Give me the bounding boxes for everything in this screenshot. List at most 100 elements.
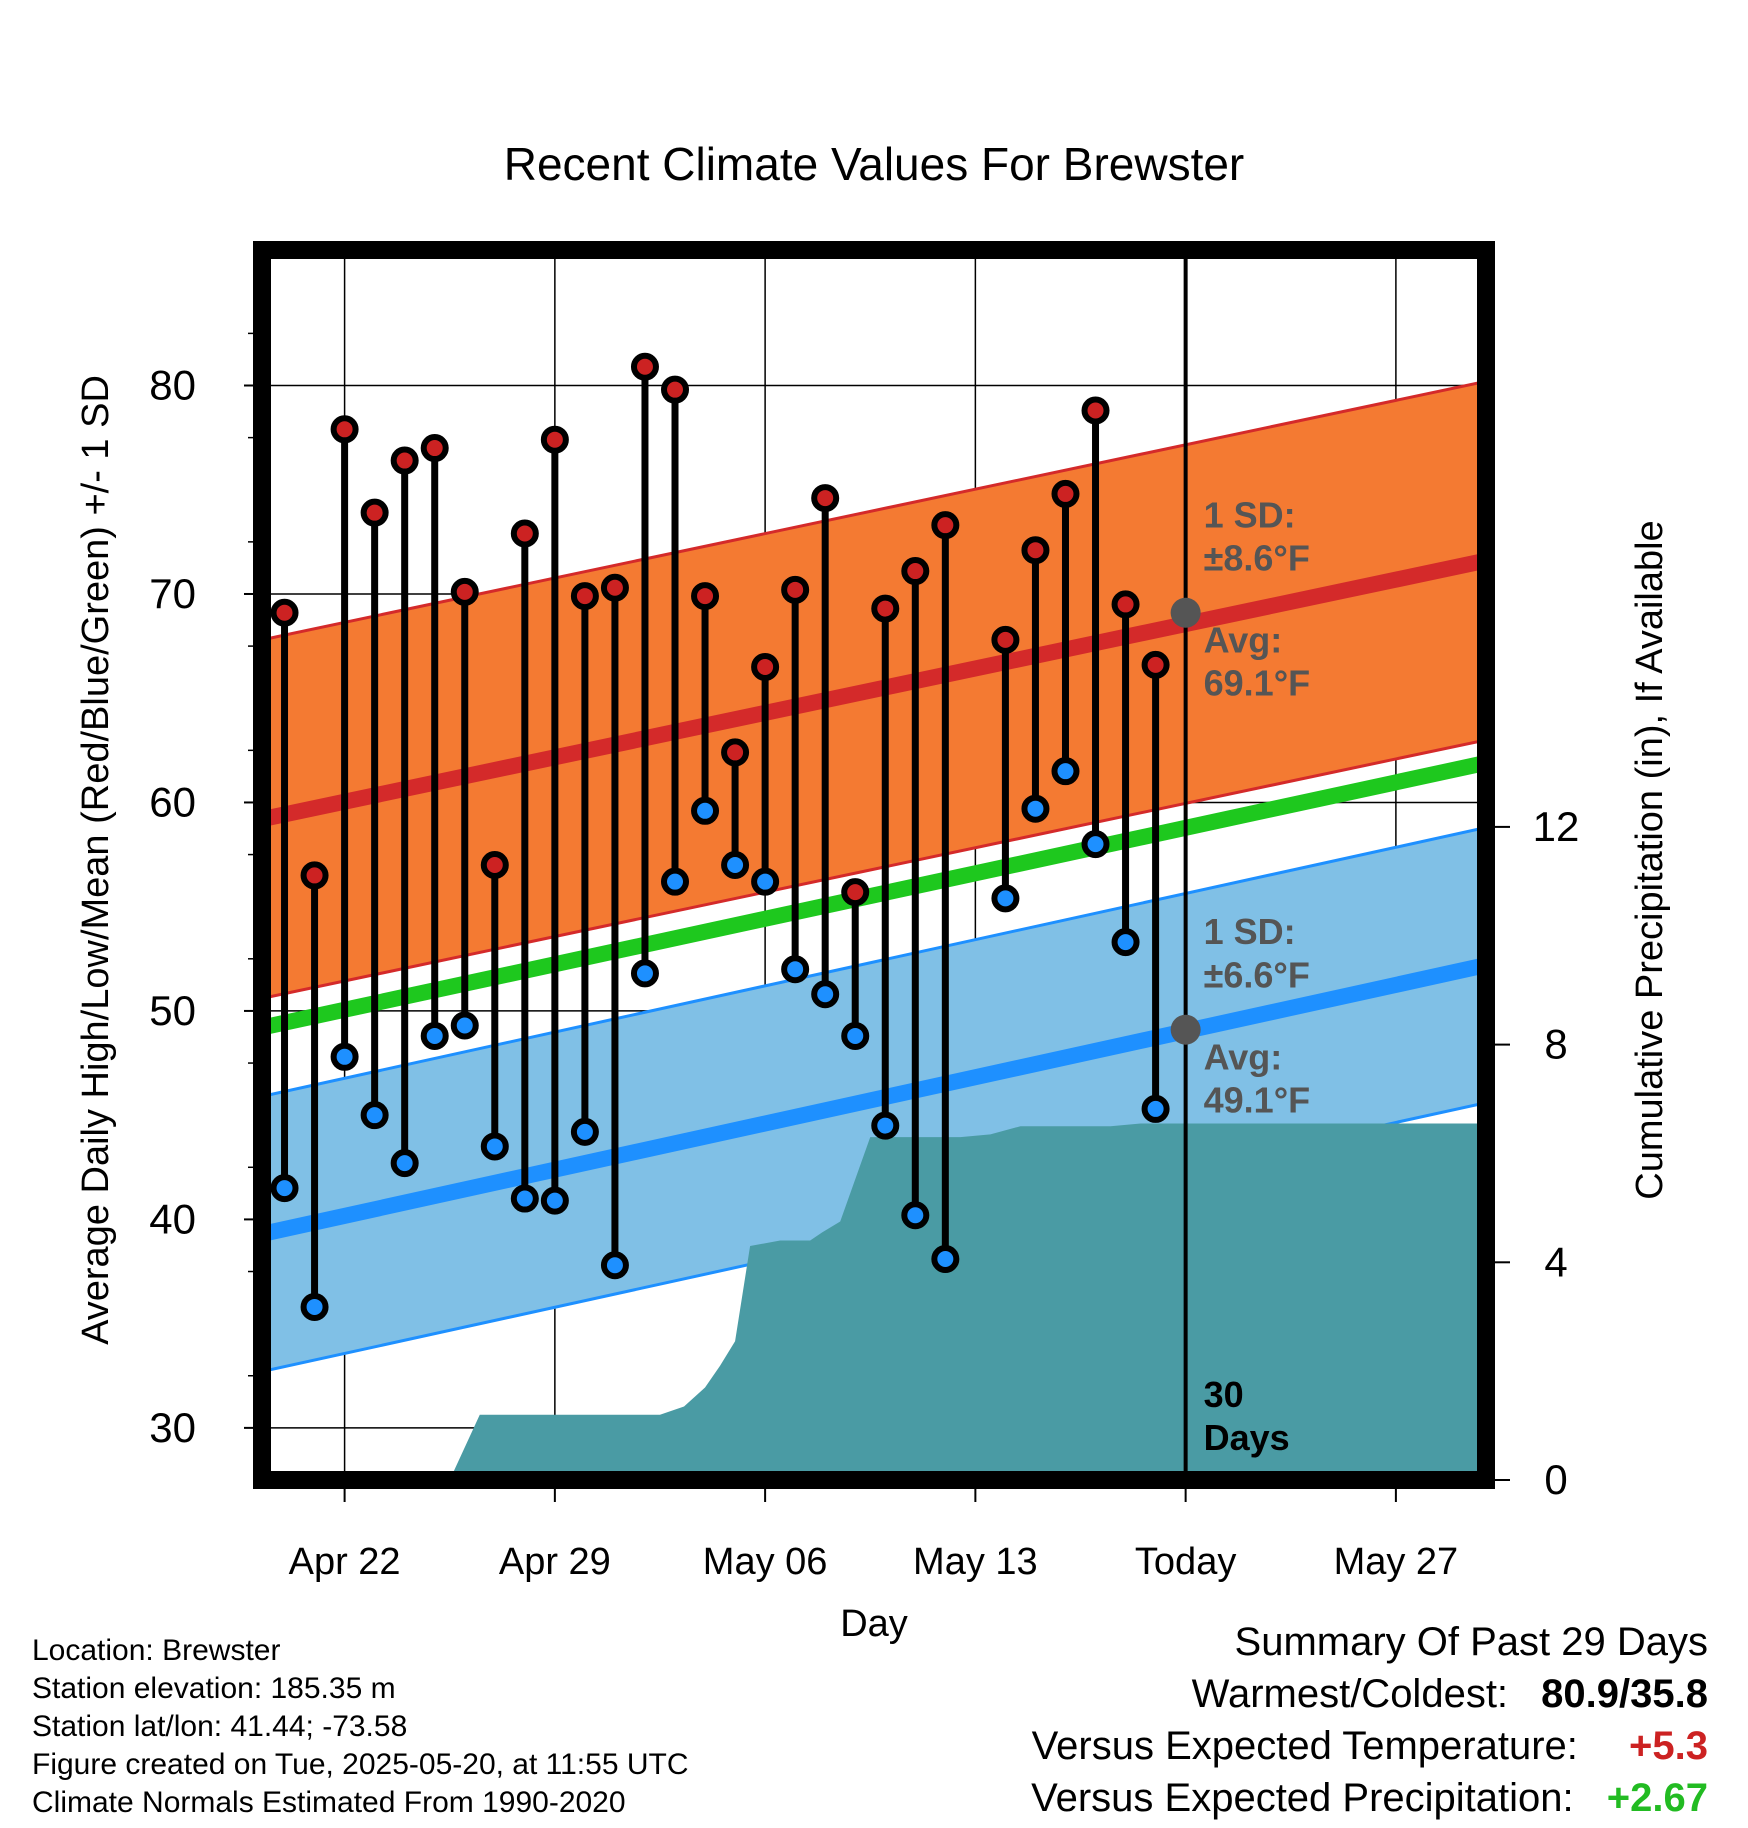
daily-low-point — [480, 1132, 509, 1161]
daily-low-point — [330, 1042, 359, 1071]
daily-low-point — [751, 867, 780, 896]
daily-high-point — [991, 625, 1020, 654]
daily-low-point — [781, 955, 810, 984]
daily-high-point — [1021, 536, 1050, 565]
daily-high-point — [360, 498, 389, 527]
daily-high-point — [901, 557, 930, 586]
footer-normals: Climate Normals Estimated From 1990-2020 — [32, 1786, 626, 1819]
x-tick-label: May 06 — [703, 1541, 828, 1583]
high-avg-annotation: Avg: 69.1°F — [1204, 619, 1310, 703]
footer-created: Figure created on Tue, 2025-05-20, at 11… — [32, 1748, 689, 1781]
x-tick-label: Apr 22 — [289, 1541, 401, 1583]
daily-high-point — [270, 598, 299, 627]
daily-high-point — [600, 573, 629, 602]
daily-high-point — [721, 738, 750, 767]
daily-low-point — [901, 1201, 930, 1230]
y2-tick-label: 8 — [1544, 1021, 1567, 1068]
daily-high-point — [480, 851, 509, 879]
days-annotation: 30 Days — [1204, 1374, 1290, 1458]
daily-high-point — [751, 652, 780, 681]
high-sd-annotation: 1 SD: ±8.6°F — [1204, 494, 1310, 578]
daily-low-point — [540, 1186, 569, 1215]
x-tick-label: May 13 — [913, 1541, 1038, 1583]
daily-low-point — [600, 1251, 629, 1280]
daily-low-point — [420, 1021, 449, 1050]
daily-high-point — [1141, 650, 1170, 679]
daily-high-point — [811, 484, 840, 513]
daily-high-point — [300, 861, 329, 890]
footer-elevation: Station elevation: 185.35 m — [32, 1672, 396, 1705]
x-tick-label: Apr 29 — [499, 1541, 611, 1583]
footer-info: Location: Brewster Station elevation: 18… — [32, 1632, 689, 1822]
normal-low-band-upper-edge — [262, 826, 1486, 1098]
axes: 30 40 50 60 70 80 0 4 8 12 Apr 22 Apr 29 May 06 May 1… — [149, 241, 1579, 1583]
daily-high-point — [540, 425, 569, 454]
x-tick-label: May 27 — [1334, 1541, 1459, 1583]
low-sd-annotation: 1 SD: ±6.6°F — [1204, 911, 1310, 995]
daily-low-point — [811, 980, 840, 1009]
y-tick-label: 70 — [149, 570, 196, 617]
daily-high-point — [330, 415, 359, 444]
daily-low-point — [661, 867, 690, 896]
summary-precip-row: Versus Expected Precipitation: +2.67 — [1031, 1776, 1708, 1828]
daily-high-point — [390, 446, 419, 475]
summary-panel: Summary Of Past 29 Days Warmest/Coldest:… — [1031, 1620, 1708, 1828]
y-tick-label: 80 — [149, 362, 196, 409]
y-tick-label: 60 — [149, 778, 196, 825]
summary-precip-value: +2.67 — [1606, 1776, 1708, 1820]
y-tick-label: 30 — [149, 1404, 196, 1451]
summary-precip-label: Versus Expected Precipitation: — [1031, 1776, 1574, 1820]
normal-low-line — [262, 957, 1486, 1242]
daily-high-point — [841, 878, 870, 907]
daily-low-point — [270, 1174, 299, 1203]
summary-temp-value: +5.3 — [1629, 1724, 1708, 1768]
today-low-avg-marker — [1170, 1014, 1201, 1045]
daily-high-point — [781, 575, 810, 604]
footer-latlon: Station lat/lon: 41.44; -73.58 — [32, 1710, 408, 1743]
low-avg-annotation: Avg: 49.1°F — [1204, 1036, 1310, 1120]
daily-low-point — [721, 851, 750, 879]
daily-high-point — [931, 511, 960, 540]
daily-high-point — [510, 519, 539, 548]
daily-low-point — [691, 796, 720, 825]
daily-low-point — [1081, 830, 1110, 859]
daily-low-point — [1141, 1094, 1170, 1123]
daily-high-point — [570, 582, 599, 611]
daily-low-point — [390, 1149, 419, 1178]
today-high-avg-marker — [1170, 597, 1201, 628]
daily-high-point — [450, 577, 479, 606]
x-axis-label: Day — [840, 1603, 908, 1645]
y2-axis-label: Cumulative Precipitation (in), If Availa… — [1629, 520, 1671, 1199]
daily-low-point — [871, 1111, 900, 1140]
summary-title: Summary Of Past 29 Days — [1234, 1620, 1708, 1664]
cumulative-precipitation-area — [449, 1123, 1486, 1480]
daily-high-point — [661, 375, 690, 404]
daily-high-point — [420, 434, 449, 463]
daily-high-point — [1081, 396, 1110, 425]
y-tick-label: 40 — [149, 1195, 196, 1242]
daily-low-point — [450, 1011, 479, 1040]
daily-low-point — [931, 1245, 960, 1274]
daily-high-point — [1111, 590, 1140, 619]
y-tick-label: 50 — [149, 987, 196, 1034]
plot-area: 1 SD: ±8.6°F Avg: 69.1°F 1 SD: ±6.6°F Avg: 49.1… — [262, 250, 1486, 1480]
summary-warm-cold-row: Warmest/Coldest: 80.9/35.8 — [1031, 1672, 1708, 1724]
daily-low-point — [991, 884, 1020, 913]
daily-low-point — [570, 1117, 599, 1146]
daily-low-point — [1111, 928, 1140, 957]
y2-tick-label: 4 — [1544, 1238, 1567, 1285]
chart-title: Recent Climate Values For Brewster — [504, 138, 1245, 190]
summary-warm-cold-label: Warmest/Coldest: — [1191, 1672, 1509, 1716]
y2-tick-label: 0 — [1544, 1456, 1567, 1503]
plot-frame — [253, 241, 1495, 1489]
daily-high-point — [630, 352, 659, 381]
footer-location: Location: Brewster — [32, 1634, 281, 1667]
y-axis-label: Average Daily High/Low/Mean (Red/Blue/Gr… — [75, 375, 117, 1345]
daily-low-point — [360, 1101, 389, 1130]
daily-low-point — [510, 1184, 539, 1213]
x-tick-label: Today — [1135, 1541, 1236, 1583]
summary-temp-row: Versus Expected Temperature: +5.3 — [1031, 1724, 1708, 1776]
daily-low-point — [630, 959, 659, 988]
summary-warm-cold-value: 80.9/35.8 — [1541, 1672, 1708, 1716]
